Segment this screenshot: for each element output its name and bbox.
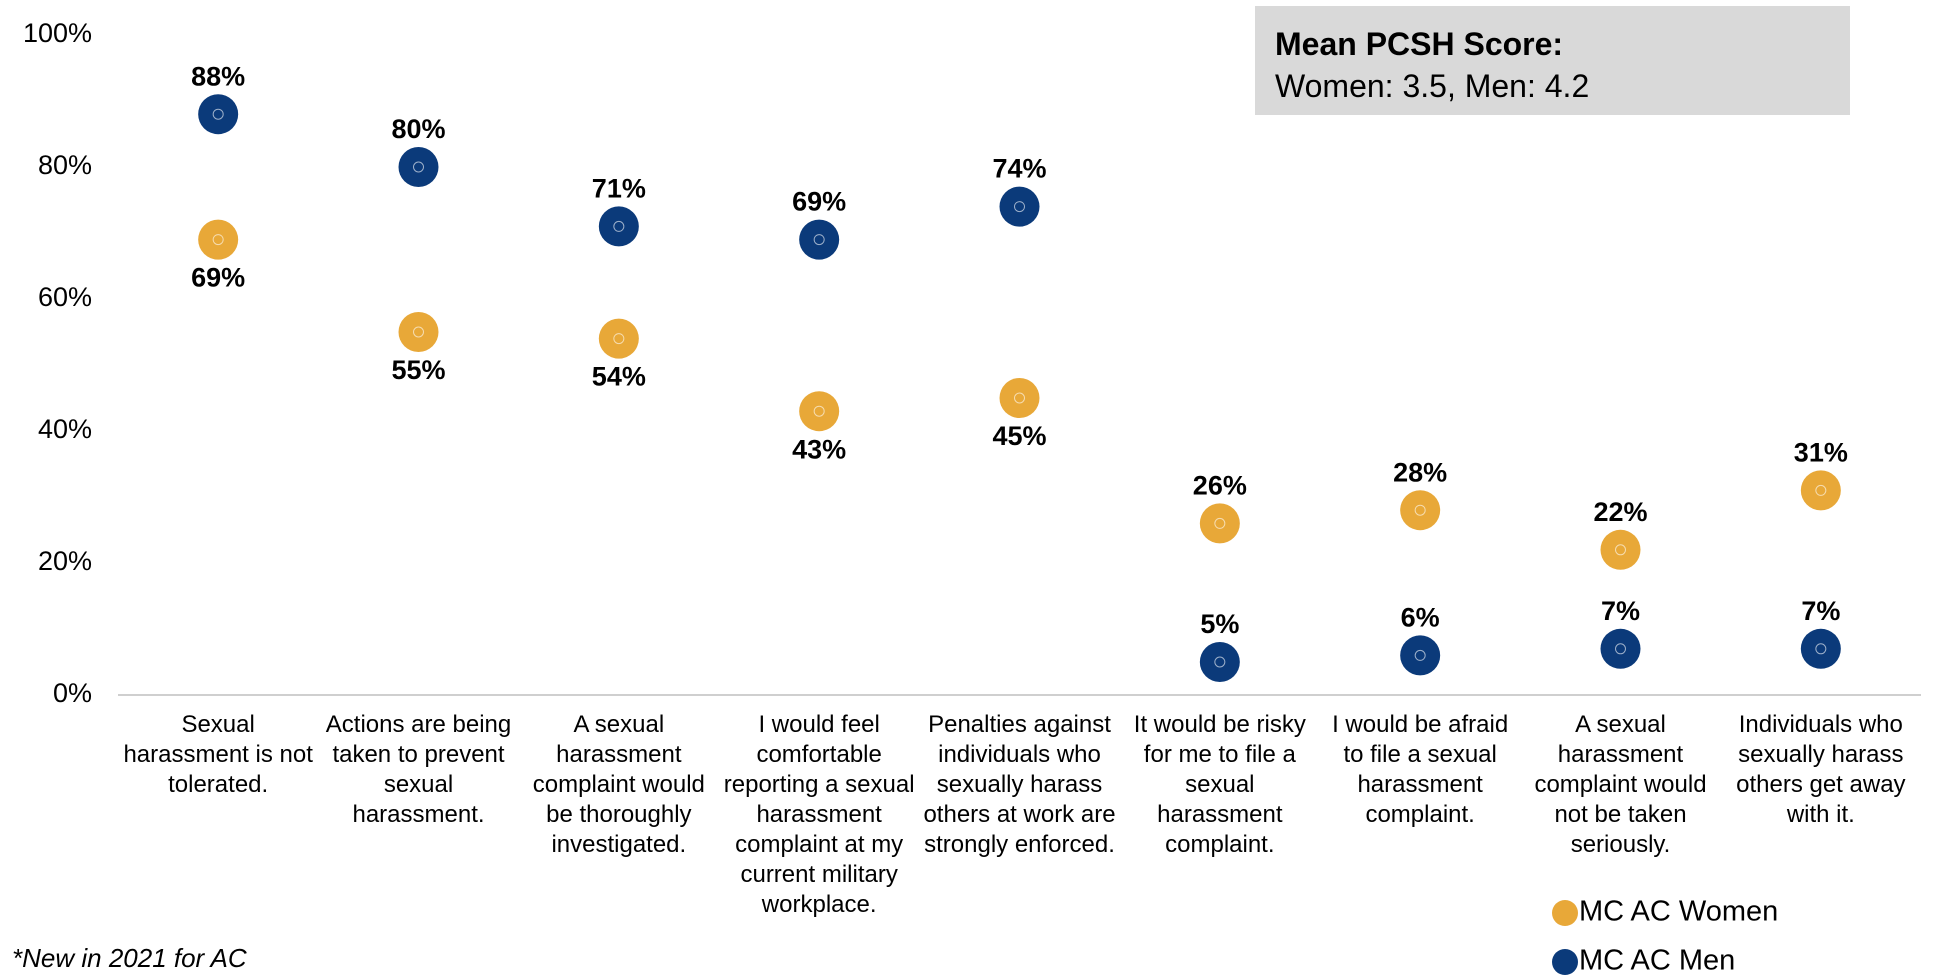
x-tick-label: Sexual harassment is not tolerated. <box>123 711 313 798</box>
x-tick-label: A sexual harassment complaint would be t… <box>532 711 705 858</box>
data-label: 54% <box>592 362 646 392</box>
y-tick-label: 20% <box>38 546 92 576</box>
data-label: 22% <box>1593 497 1647 527</box>
y-tick-label: 40% <box>38 414 92 444</box>
annotation-box: Mean PCSH Score: Women: 3.5, Men: 4.2 <box>1255 6 1850 115</box>
annotation-text: Women: 3.5, Men: 4.2 <box>1275 68 1590 104</box>
marker-highlight <box>1414 649 1426 661</box>
marker <box>598 318 639 359</box>
y-tick-label: 60% <box>38 282 92 312</box>
y-tick-label: 0% <box>53 678 92 708</box>
legend-marker <box>1552 900 1578 926</box>
marker-highlight <box>1014 392 1025 404</box>
data-label: 7% <box>1801 596 1840 626</box>
data-label: 69% <box>191 263 245 293</box>
marker-highlight <box>1815 484 1827 496</box>
x-tick-label: A sexual harassment complaint would not … <box>1534 711 1707 858</box>
marker-highlight <box>1214 656 1226 668</box>
marker <box>799 391 840 432</box>
marker <box>598 206 639 247</box>
data-label: 80% <box>391 114 445 144</box>
marker <box>1400 635 1441 676</box>
data-label: 43% <box>792 434 846 464</box>
y-tick-label: 100% <box>23 18 92 48</box>
marker-highlight <box>813 405 825 417</box>
marker-highlight <box>813 234 825 246</box>
marker-highlight <box>212 234 224 246</box>
marker <box>999 186 1040 227</box>
marker <box>1800 628 1841 669</box>
data-label: 69% <box>792 187 846 217</box>
data-label: 88% <box>191 61 245 91</box>
marker-highlight <box>1214 517 1226 529</box>
marker-highlight <box>1615 544 1626 556</box>
x-tick-label: I would be afraid to file a sexual haras… <box>1332 711 1509 828</box>
marker <box>1800 470 1841 511</box>
marker <box>198 219 239 260</box>
x-tick-label: Individuals who sexually harass others g… <box>1736 711 1906 828</box>
legend-marker <box>1552 949 1578 975</box>
marker <box>999 378 1040 418</box>
data-label: 45% <box>992 421 1046 451</box>
marker-highlight <box>212 108 224 120</box>
data-label: 28% <box>1393 457 1447 487</box>
annotation-title: Mean PCSH Score: <box>1275 26 1564 62</box>
data-label: 74% <box>992 154 1046 184</box>
footnote: *New in 2021 for AC <box>12 943 247 973</box>
marker <box>398 147 439 187</box>
marker <box>1400 490 1441 531</box>
data-label: 6% <box>1401 603 1440 633</box>
data-label: 31% <box>1794 438 1848 468</box>
data-label: 5% <box>1200 609 1239 639</box>
marker-highlight <box>1615 643 1626 655</box>
legend-label: MC AC Women <box>1579 896 1778 928</box>
x-tick-label: Penalties against individuals who sexual… <box>923 711 1116 858</box>
y-tick-label: 80% <box>38 150 92 180</box>
x-tick-label: Actions are being taken to prevent sexua… <box>325 711 512 828</box>
data-label: 7% <box>1601 596 1640 626</box>
x-tick-label: I would feel comfortable reporting a sex… <box>723 711 915 918</box>
x-tick-label: It would be risky for me to file a sexua… <box>1133 711 1306 858</box>
marker-highlight <box>413 326 424 338</box>
marker-highlight <box>1815 643 1827 655</box>
marker <box>1600 628 1641 669</box>
marker-highlight <box>613 220 625 232</box>
data-label: 55% <box>391 355 445 385</box>
marker <box>1199 642 1240 682</box>
marker <box>1199 503 1240 544</box>
marker <box>198 94 239 135</box>
marker-highlight <box>1014 201 1025 213</box>
data-label: 71% <box>592 174 646 204</box>
marker-highlight <box>613 333 625 345</box>
data-label: 26% <box>1193 471 1247 501</box>
marker <box>398 312 439 352</box>
marker-highlight <box>1414 504 1426 516</box>
marker-highlight <box>413 161 424 173</box>
legend-label: MC AC Men <box>1579 945 1735 977</box>
marker <box>799 219 840 260</box>
marker <box>1600 529 1641 570</box>
